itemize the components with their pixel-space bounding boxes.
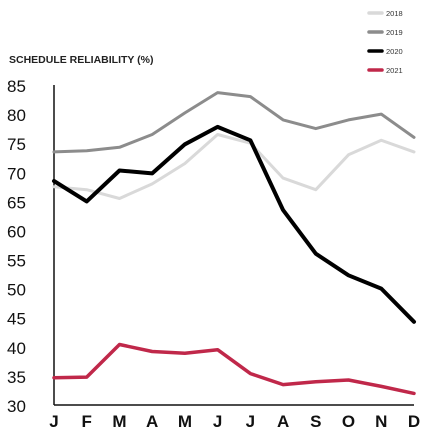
y-tick-label: 35 [7,368,26,387]
y-tick-label: 70 [7,164,26,183]
x-tick-label: S [310,412,321,429]
series-line-2018 [52,133,416,200]
y-tick-label: 85 [7,77,26,96]
x-tick-label: M [178,412,192,429]
chart-title: SCHEDULE RELIABILITY (%) [9,54,153,66]
y-tick-label: 60 [7,222,26,241]
x-tick-label: J [246,412,255,429]
chart-axes [53,85,414,406]
x-tick-label: J [213,412,222,429]
y-tick-label: 50 [7,281,26,300]
x-tick-label: D [408,412,420,429]
x-tick-label: O [342,412,355,429]
series-layer [52,91,416,396]
x-tick-label: J [49,412,58,429]
y-tick-label: 65 [7,193,26,212]
y-tick-label: 75 [7,135,26,154]
y-tick-label: 40 [7,339,26,358]
series-line-2019 [52,91,416,154]
x-tick-label: A [277,412,289,429]
legend-label-2018: 2018 [386,9,403,18]
legend-label-2019: 2019 [386,28,403,37]
series-line-2020 [52,124,416,324]
x-tick-label: F [82,412,92,429]
x-tick-label: N [375,412,387,429]
legend-label-2021: 2021 [386,66,403,75]
y-tick-label: 55 [7,252,26,271]
y-tick-label: 45 [7,310,26,329]
chart-legend: 2018 2019 2020 2021 [367,9,403,75]
y-tick-label: 30 [7,397,26,416]
x-tick-label: M [112,412,126,429]
legend-label-2020: 2020 [386,47,403,56]
y-tick-label: 80 [7,106,26,125]
x-tick-label: A [146,412,158,429]
y-axis-ticks: 85 80 75 70 65 60 55 50 45 40 35 30 [7,77,26,416]
series-line-2021 [52,342,416,396]
